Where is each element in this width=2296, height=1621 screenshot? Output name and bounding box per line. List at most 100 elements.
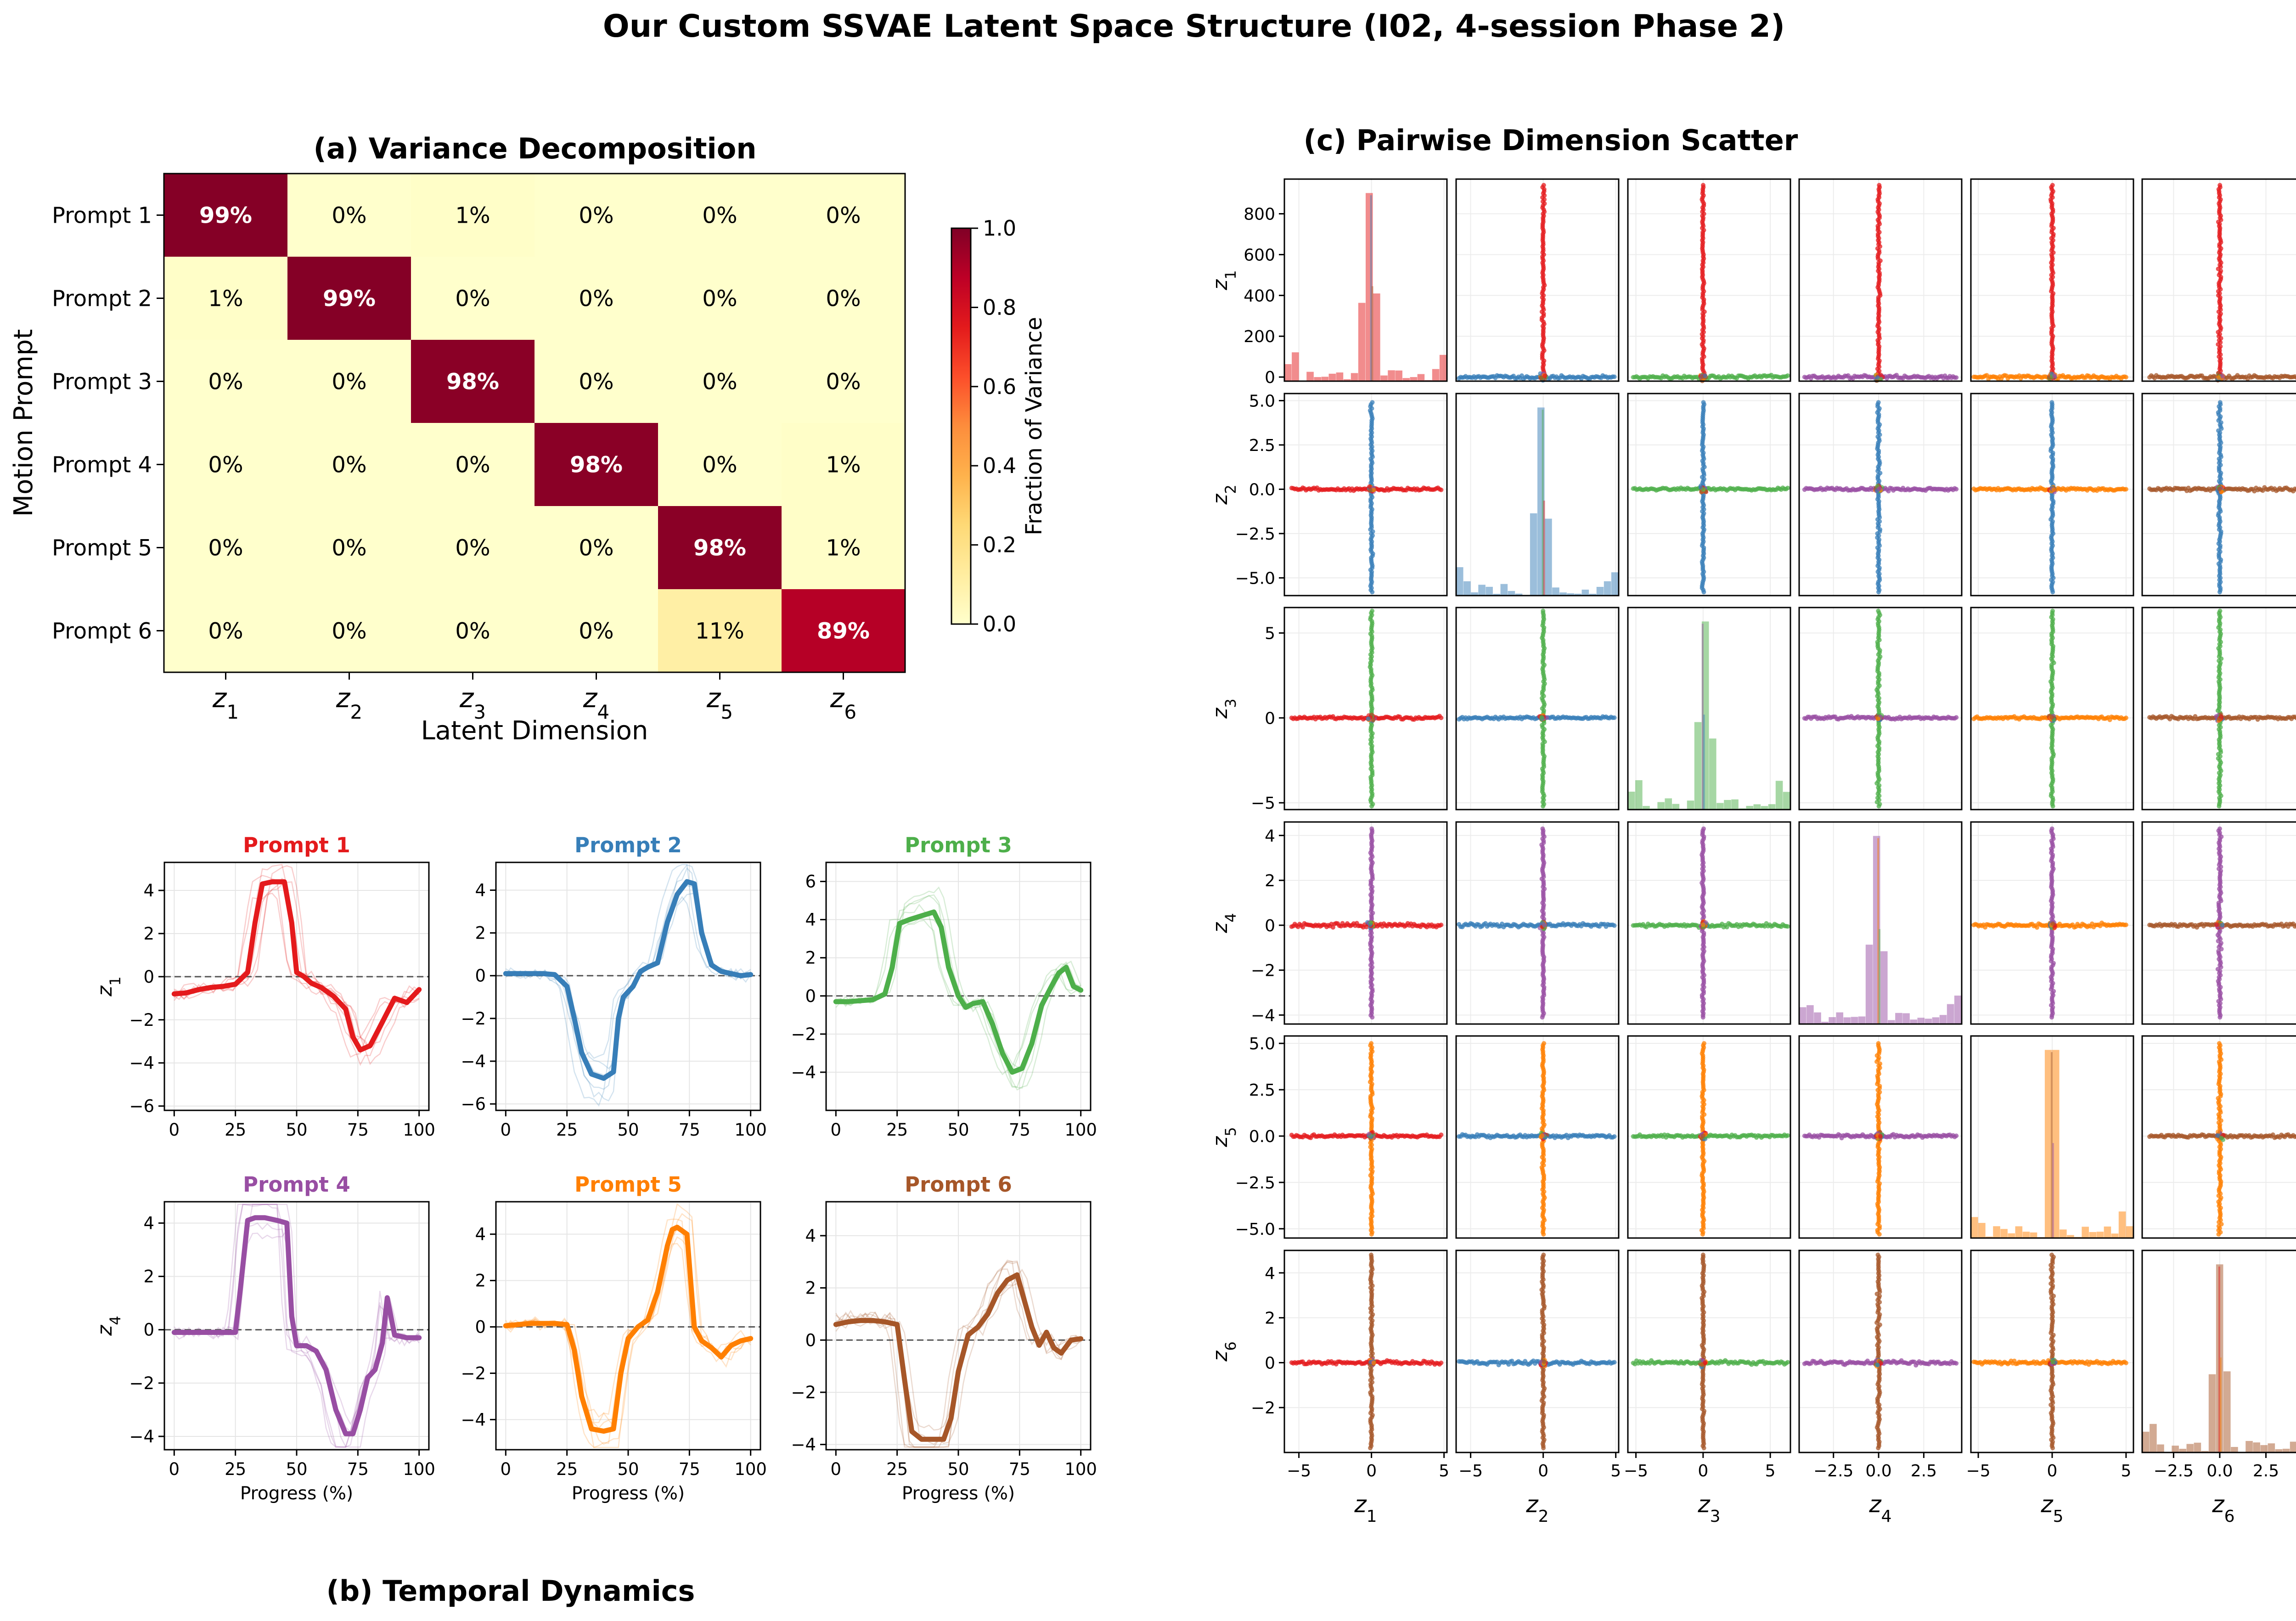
mean-line [833, 909, 1084, 1075]
heatmap-cell [164, 257, 288, 340]
cell-label: 0% [332, 535, 366, 561]
y-tick-label: −5 [1251, 794, 1275, 813]
y-tick-label: 2 [143, 1267, 154, 1287]
cell-label: 0% [579, 619, 613, 644]
colorbar-tick-label: 0.2 [983, 533, 1016, 557]
heatmap-cell [411, 423, 535, 507]
hist-bar [1366, 193, 1373, 381]
scatter-cell [2141, 178, 2296, 383]
scatter-cell [1970, 178, 2134, 382]
hist-bar [1500, 584, 1508, 596]
cell-frame [1627, 178, 1791, 382]
hist-bar [1432, 369, 1440, 381]
heatmap-row-label: Prompt 3 [52, 369, 152, 395]
cell-label: 0% [332, 619, 366, 644]
scatter-cell [1627, 607, 1791, 810]
scatter-point [1876, 716, 1881, 721]
scatter-point [1541, 608, 1546, 614]
scatter-point [1368, 488, 1373, 493]
y-tick-label: −2 [129, 1010, 154, 1030]
cell-frame [1798, 178, 1963, 382]
hist-bar [1370, 195, 1372, 381]
hist-bar [1328, 373, 1336, 381]
heatmap-cell [411, 257, 535, 340]
colorbar-tick-label: 0.4 [983, 453, 1016, 478]
y-tick-label: 2 [475, 923, 486, 943]
colorbar [951, 227, 972, 625]
x-tick-label: 75 [1009, 1459, 1030, 1479]
cell-frame [1798, 393, 1963, 597]
row-dim-label: z1 [1209, 270, 1239, 290]
cell-label: 0% [702, 286, 737, 312]
panel-title: Prompt 3 [905, 833, 1012, 857]
y-tick-label: −4 [791, 1435, 816, 1455]
heatmap-frame [163, 173, 906, 673]
heatmap-cell [658, 340, 782, 423]
cell-bg [1628, 394, 1790, 596]
trial-line [835, 1268, 1081, 1448]
hist-bar [1879, 929, 1881, 1024]
cell-label: 89% [817, 619, 870, 644]
heatmap-cell [287, 423, 411, 507]
scatter-point [2217, 183, 2223, 188]
y-tick-label: 0 [475, 966, 486, 986]
scatter-point [1539, 375, 1544, 380]
y-tick-label: 200 [1244, 327, 1275, 346]
mean-line [833, 1272, 1084, 1442]
scatter-point [2217, 486, 2222, 491]
heatmap-cell [658, 506, 782, 590]
y-tick-label: −4 [791, 1063, 816, 1082]
x-tick-label: 25 [886, 1459, 908, 1479]
scatter-cell [1798, 178, 1963, 383]
scatter-cell [1627, 821, 1791, 1025]
hist-bar [1508, 591, 1515, 596]
scatter-cell: −5.0−2.50.02.55.0z2 [1209, 392, 1448, 597]
hist-bar [1843, 1017, 1851, 1024]
cell-bg [1628, 179, 1790, 381]
trial-line [835, 1259, 1081, 1448]
scatter-point [2050, 608, 2055, 614]
x-tick-label: 25 [886, 1120, 908, 1140]
scatter-cell [1455, 178, 1620, 383]
scatter-point [1541, 183, 1546, 188]
heatmap-cell [782, 257, 906, 340]
x-tick-label: 75 [1009, 1120, 1030, 1140]
x-tick-label: 75 [347, 1459, 369, 1479]
hist-bar [1731, 799, 1739, 810]
scatter-point [1539, 715, 1544, 720]
heatmap-cell [164, 506, 288, 590]
panel-title: Prompt 2 [574, 833, 682, 857]
hist-bar [1814, 1012, 1821, 1024]
scatter-point [1612, 715, 1617, 720]
scatter-point [1876, 400, 1881, 405]
heatmap-cells: 99% 0% 1% 0% 0% 0%1% 99% 0% 0% 0% 0%0% 0% 98% 0% 0% 0%0… [164, 174, 906, 673]
heatmap-cell [535, 174, 658, 257]
scatter-point [2294, 375, 2296, 380]
heatmap-col-label: z2 [336, 682, 362, 723]
cell-label: 0% [332, 369, 366, 395]
heatmap-cell [782, 423, 906, 507]
heatmap-row-label: Prompt 6 [52, 619, 152, 644]
scatter-point [1439, 487, 1444, 492]
x-tick-label: 100 [734, 1459, 767, 1479]
cell-label: 98% [693, 535, 746, 561]
cell-label: 1% [826, 452, 861, 478]
cell-label: 98% [570, 452, 623, 478]
heatmap-cell [287, 506, 411, 590]
y-tick-label: 4 [143, 881, 154, 901]
scatter-cell [1627, 393, 1791, 597]
cell-label: 98% [446, 369, 499, 395]
y-tick-label: 2 [1265, 872, 1275, 890]
trial-line [505, 896, 751, 1059]
panel-title: Prompt 6 [905, 1172, 1012, 1197]
cell-frame [1798, 607, 1963, 810]
hist-bar [1895, 1013, 1902, 1024]
hist-bar [1321, 377, 1329, 381]
scatter-point [2217, 608, 2223, 614]
x-tick-label: 50 [947, 1459, 969, 1479]
scatter-cell [1970, 607, 2134, 810]
